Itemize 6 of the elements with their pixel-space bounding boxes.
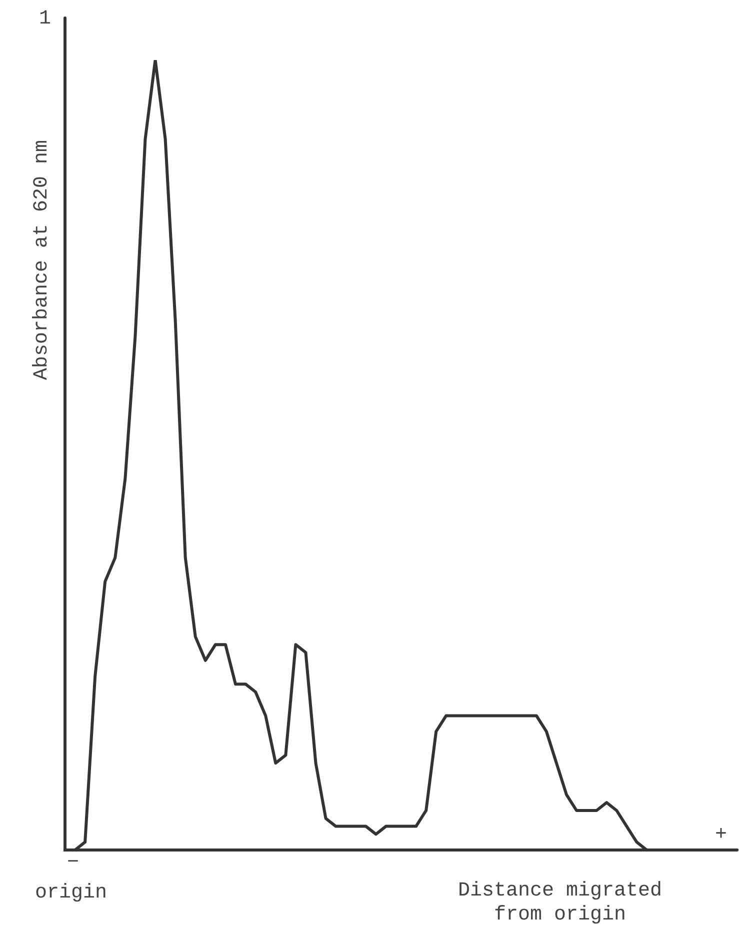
text: 1: [38, 7, 51, 30]
annotation: +: [714, 823, 728, 846]
y-axis-title: Absorbance at 620 nm: [30, 140, 54, 380]
text: −: [66, 851, 80, 874]
text: origin: [35, 881, 108, 904]
x-axis-title: Distance migrated from origin: [458, 879, 662, 926]
